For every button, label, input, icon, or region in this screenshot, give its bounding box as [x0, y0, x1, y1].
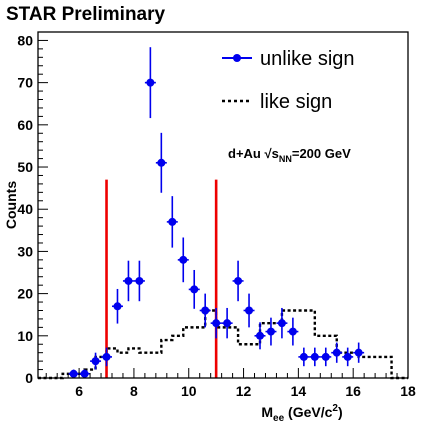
x-tick-label: 10 [181, 383, 197, 399]
unlike-sign-point [299, 352, 308, 361]
unlike-sign-point [343, 352, 352, 361]
unlike-sign-point [69, 369, 78, 378]
unlike-sign-point [354, 348, 363, 357]
unlike-sign-point [91, 357, 100, 366]
unlike-sign-point [102, 352, 111, 361]
x-tick-label: 6 [75, 383, 83, 399]
unlike-sign-point [288, 327, 297, 336]
unlike-sign-point [234, 276, 243, 285]
annotation-prefix: d+Au [228, 146, 264, 161]
chart-title: STAR Preliminary [6, 4, 166, 25]
y-tick-label: 0 [25, 370, 33, 386]
y-tick-label: 80 [17, 32, 33, 48]
x-axis-label-sub: ee [273, 413, 285, 423]
unlike-sign-point [332, 348, 341, 357]
y-tick-label: 70 [17, 75, 33, 91]
x-axis-label: Mee (GeV/c2) [261, 403, 342, 423]
unlike-sign-point [113, 302, 122, 311]
legend: unlike sign like sign [222, 48, 355, 113]
unlike-sign-point [190, 285, 199, 294]
x-tick-label: 16 [345, 383, 361, 399]
collision-annotation: d+Au √sNN=200 GeV [228, 146, 351, 164]
y-tick-label: 30 [17, 243, 33, 259]
annotation-suffix: =200 GeV [292, 146, 351, 161]
y-tick-label: 60 [17, 117, 33, 133]
unlike-sign-point [135, 276, 144, 285]
x-tick-label: 8 [130, 383, 138, 399]
unlike-sign-point [266, 327, 275, 336]
plot-area [38, 47, 408, 380]
plot-frame [37, 31, 409, 379]
like-sign-histogram [38, 309, 408, 380]
x-axis-label-main: M [261, 404, 273, 420]
unlike-sign-point [256, 331, 264, 340]
unlike-sign-point [80, 369, 89, 378]
unlike-sign-point [179, 255, 188, 264]
unlike-sign-point [168, 217, 177, 226]
unlike-sign-point [157, 158, 166, 167]
x-tick-label: 12 [236, 383, 252, 399]
legend-like-label: like sign [260, 91, 332, 113]
annotation-s: s [272, 146, 279, 161]
x-tick-label: 18 [400, 383, 416, 399]
unlike-sign-point [310, 352, 319, 361]
y-axis-label: Counts [3, 181, 19, 229]
unlike-sign-point [124, 276, 133, 285]
x-tick-label: 14 [291, 383, 307, 399]
y-tick-label: 10 [17, 328, 33, 344]
unlike-sign-point [146, 78, 155, 87]
y-tick-label: 50 [17, 159, 33, 175]
axes: 0 10 20 30 40 50 60 70 80 6 8 10 12 14 16 18 [17, 31, 416, 399]
annotation-sub: NN [279, 154, 292, 164]
x-axis-label-sup: 2 [332, 403, 338, 414]
x-axis-label-unit: (GeV/c [284, 404, 332, 420]
y-tick-label: 40 [17, 201, 33, 217]
legend-unlike-marker [233, 54, 241, 62]
y-tick-label: 20 [17, 286, 33, 302]
annotation-radical: √ [264, 146, 272, 161]
unlike-sign-point [201, 306, 210, 315]
unlike-sign-point [212, 319, 221, 328]
x-axis-label-close: ) [338, 404, 343, 420]
unlike-sign-point [223, 319, 232, 328]
legend-unlike-label: unlike sign [260, 48, 355, 70]
unlike-sign-point [245, 306, 254, 315]
unlike-sign-point [277, 319, 286, 328]
unlike-sign-point [321, 352, 330, 361]
